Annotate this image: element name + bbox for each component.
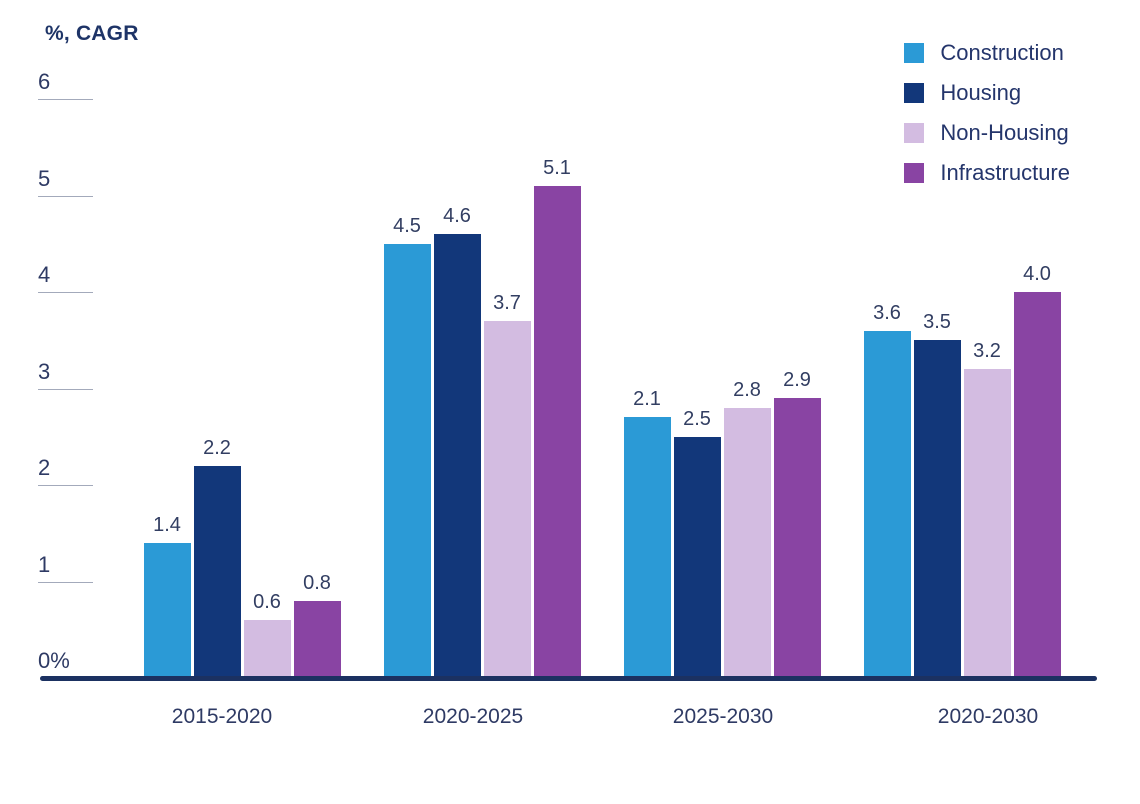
bar-construction-2020-2030: [863, 330, 911, 678]
legend-swatch-icon: [904, 163, 925, 183]
x-axis-baseline: [40, 676, 1097, 681]
bar-value-label: 1.4: [153, 513, 181, 536]
x-tick-label: 2025-2030: [672, 705, 774, 728]
bar-non-housing-2025-2030: [723, 407, 771, 678]
bar-construction-2025-2030: [623, 417, 671, 678]
bar-housing-2020-2030: [913, 340, 961, 678]
bar-value-label: 2.8: [733, 378, 761, 401]
bar-value-label: 4.5: [393, 214, 421, 237]
bar-value-label: 2.9: [783, 369, 811, 392]
bar-value-label: 2.1: [633, 388, 661, 411]
y-tick-line: [38, 99, 93, 100]
bar-value-label: 0.6: [253, 591, 281, 614]
legend-item-housing: Housing: [904, 80, 1070, 106]
y-tick-line: [38, 195, 93, 197]
legend-item-infrastructure: Infrastructure: [904, 160, 1070, 186]
bar-infrastructure-2020-2025: [533, 185, 581, 678]
y-tick-line: [38, 581, 93, 583]
bar-value-label: 3.7: [493, 291, 521, 314]
bar-non-housing-2020-2030: [963, 369, 1011, 678]
bar-infrastructure-2020-2030: [1013, 292, 1061, 678]
bar-housing-2015-2020: [193, 465, 241, 678]
bar-construction-2015-2020: [143, 542, 191, 678]
legend-swatch-icon: [904, 123, 925, 143]
legend-item-construction: Construction: [904, 40, 1070, 66]
x-tick-label: 2020-2025: [422, 705, 524, 728]
legend: Construction Housing Non-Housing Infrastruc…: [904, 40, 1070, 200]
bar-value-label: 3.2: [973, 340, 1001, 363]
bar-housing-2025-2030: [673, 436, 721, 678]
bar-value-label: 2.5: [683, 407, 711, 430]
bar-non-housing-2020-2025: [483, 320, 531, 678]
bar-value-label: 2.2: [203, 436, 231, 459]
x-tick-label: 2015-2020: [171, 705, 273, 728]
y-tick-line: [38, 292, 93, 293]
y-tick-label: 0%: [38, 648, 70, 673]
legend-label: Non-Housing: [940, 120, 1069, 145]
y-tick-label: 6: [38, 69, 51, 94]
y-tick-label: 5: [38, 165, 51, 191]
bar-value-label: 4.0: [1023, 263, 1051, 285]
legend-label: Housing: [940, 80, 1022, 105]
bar-non-housing-2015-2020: [243, 620, 291, 678]
y-tick-label: 1: [38, 551, 51, 577]
x-tick-label: 2020-2030: [937, 705, 1039, 728]
y-tick-label: 3: [38, 358, 51, 384]
bar-value-label: 5.1: [543, 156, 571, 179]
bar-value-label: 4.6: [443, 205, 471, 228]
bar-value-label: 3.6: [873, 301, 901, 324]
y-tick-label: 4: [38, 262, 51, 287]
legend-item-non-housing: Non-Housing: [904, 120, 1070, 146]
bar-housing-2020-2025: [433, 234, 481, 678]
y-tick-label: 2: [38, 455, 51, 480]
chart-title: %, CAGR: [45, 22, 139, 45]
legend-swatch-icon: [904, 83, 925, 103]
y-tick-line: [38, 388, 93, 390]
bar-infrastructure-2025-2030: [773, 398, 821, 678]
bar-value-label: 3.5: [923, 311, 951, 334]
legend-label: Construction: [940, 40, 1064, 65]
legend-swatch-icon: [904, 43, 925, 63]
bar-value-label: 0.8: [303, 571, 331, 594]
bar-construction-2020-2025: [383, 243, 431, 678]
y-tick-line: [38, 485, 93, 486]
bar-infrastructure-2015-2020: [293, 600, 341, 678]
legend-label: Infrastructure: [940, 160, 1070, 185]
